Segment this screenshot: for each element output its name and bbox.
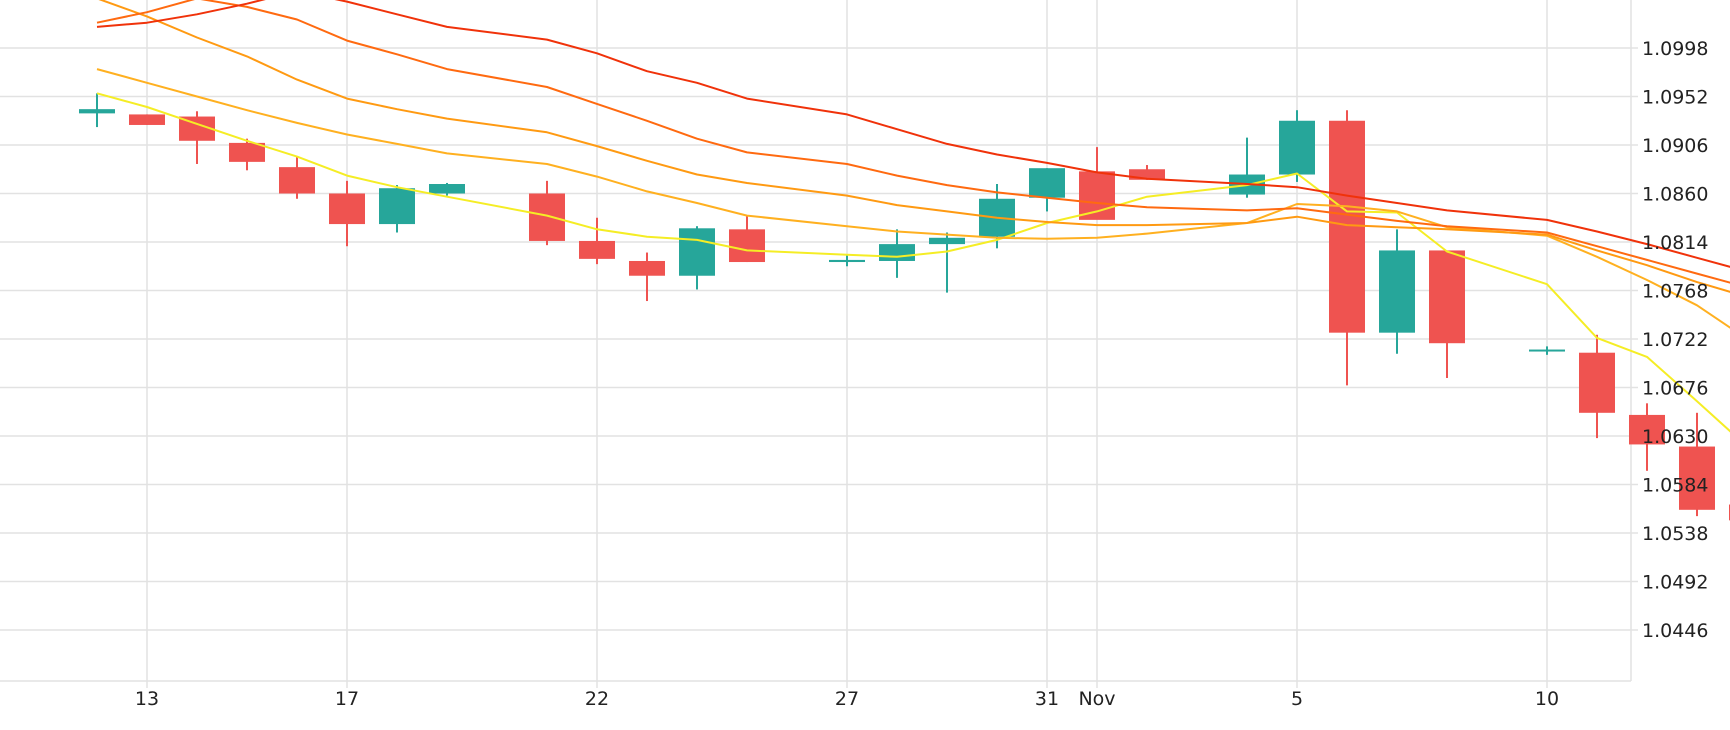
candle-body: [1629, 414, 1665, 445]
candle: [1029, 168, 1065, 212]
candle: [979, 184, 1015, 249]
y-tick-label: 1.0630: [1642, 426, 1708, 448]
candle-body: [629, 260, 665, 276]
moving-average-line: [98, 0, 1730, 293]
x-tick-label: 5: [1291, 688, 1303, 710]
moving-average-line: [96, 0, 1730, 268]
y-tick-label: 1.0952: [1642, 87, 1708, 109]
candle: [1429, 250, 1465, 379]
candle: [129, 114, 165, 125]
x-tick-label: 17: [335, 688, 359, 710]
candle: [1229, 137, 1265, 198]
y-tick-label: 1.0492: [1642, 572, 1708, 594]
candle: [429, 182, 465, 196]
x-tick-label: 13: [135, 688, 159, 710]
candle: [1129, 165, 1165, 180]
y-axis-labels: 1.0998 1.0952 1.0906 1.0860 1.0814 1.0768 1.07…: [1642, 38, 1708, 642]
y-tick-label: 1.0998: [1642, 38, 1708, 60]
candle-body: [1379, 250, 1415, 333]
candle-body: [379, 188, 415, 225]
candle: [79, 93, 115, 128]
candle: [829, 254, 865, 267]
moving-average-line: [96, 92, 1730, 433]
candle: [1329, 110, 1365, 386]
horizontal-gridlines: [0, 47, 1638, 631]
candle-body: [1079, 171, 1115, 220]
y-tick-label: 1.0814: [1642, 232, 1708, 254]
candle: [729, 215, 765, 263]
candle-body: [1279, 120, 1315, 175]
candle-body: [1329, 120, 1365, 333]
candle: [579, 217, 615, 265]
candle-body: [1029, 168, 1065, 198]
candle: [529, 180, 565, 246]
candle-body: [579, 240, 615, 259]
vertical-gridlines: [146, 0, 1548, 688]
candle-body: [129, 114, 165, 125]
candle: [629, 252, 665, 302]
candle: [929, 232, 965, 293]
moving-average-lines: [96, 0, 1730, 433]
y-tick-label: 1.0446: [1642, 620, 1708, 642]
candle-body: [879, 244, 915, 261]
x-tick-label: 27: [835, 688, 859, 710]
candle-body: [1679, 446, 1715, 510]
candle-body: [79, 109, 115, 114]
candle-body: [229, 142, 265, 162]
candle: [229, 138, 265, 171]
candle: [1579, 334, 1615, 439]
y-tick-label: 1.0722: [1642, 329, 1708, 351]
candle: [279, 156, 315, 199]
x-tick-label: 22: [585, 688, 609, 710]
candle: [1629, 403, 1665, 471]
moving-average-line: [96, 68, 1730, 329]
y-tick-label: 1.0768: [1642, 281, 1708, 303]
y-tick-label: 1.0538: [1642, 523, 1708, 545]
candles-layer: [79, 93, 1730, 521]
x-axis-labels: 1317222731Nov51014: [135, 688, 1559, 710]
candle-body: [1429, 250, 1465, 344]
candle: [1529, 346, 1565, 355]
candle-body: [329, 193, 365, 225]
x-tick-label: 31: [1035, 688, 1059, 710]
candle-body: [729, 229, 765, 263]
candle: [329, 180, 365, 247]
candle-body: [1129, 169, 1165, 180]
candle-body: [1529, 349, 1565, 352]
moving-average-line: [96, 0, 1730, 284]
candle-body: [429, 184, 465, 194]
y-tick-label: 1.0860: [1642, 184, 1708, 206]
y-tick-label: 1.0906: [1642, 135, 1708, 157]
candle-body: [529, 193, 565, 241]
x-tick-label: 10: [1535, 688, 1559, 710]
candle: [1679, 412, 1715, 517]
candle: [879, 229, 915, 278]
candle: [1379, 229, 1415, 354]
candle-body: [929, 237, 965, 245]
candle: [1079, 147, 1115, 220]
candle: [679, 226, 715, 290]
candle-body: [829, 259, 865, 263]
candle: [379, 185, 415, 233]
candle-body: [1579, 352, 1615, 413]
candle-body: [679, 228, 715, 276]
x-tick-label: Nov: [1078, 688, 1115, 710]
candle: [1279, 110, 1315, 182]
candle-body: [279, 167, 315, 194]
y-tick-label: 1.0676: [1642, 378, 1708, 400]
y-tick-label: 1.0584: [1642, 475, 1708, 497]
